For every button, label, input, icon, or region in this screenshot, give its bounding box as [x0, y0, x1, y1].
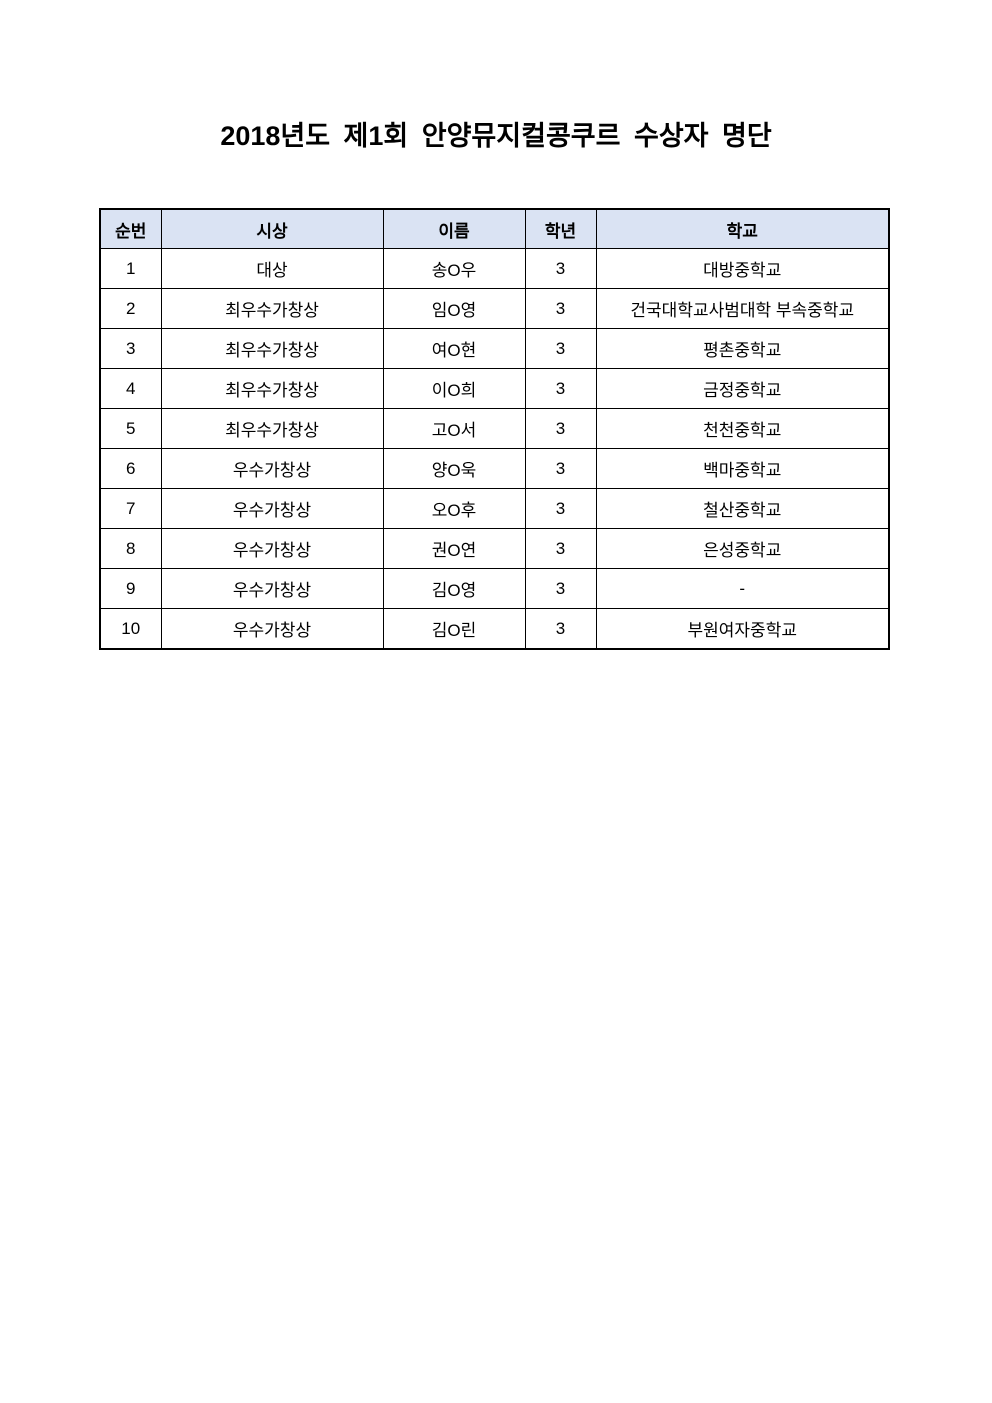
cell-name: 권O연	[382, 528, 526, 569]
cell-school: 철산중학교	[595, 488, 890, 529]
header-number: 순번	[99, 208, 162, 249]
cell-school: 부원여자중학교	[595, 608, 890, 650]
table-row: 8 우수가창상 권O연 3 은성중학교	[99, 528, 890, 569]
cell-award: 우수가창상	[160, 608, 384, 650]
table-row: 6 우수가창상 양O욱 3 백마중학교	[99, 448, 890, 489]
cell-name: 고O서	[382, 408, 526, 449]
cell-award: 최우수가창상	[160, 368, 384, 409]
cell-school: 은성중학교	[595, 528, 890, 569]
table-row: 4 최우수가창상 이O희 3 금정중학교	[99, 368, 890, 409]
cell-grade: 3	[524, 368, 597, 409]
table-row: 1 대상 송O우 3 대방중학교	[99, 248, 890, 289]
cell-number: 3	[99, 328, 162, 369]
cell-award: 대상	[160, 248, 384, 289]
cell-grade: 3	[524, 408, 597, 449]
cell-number: 4	[99, 368, 162, 409]
cell-school: -	[595, 568, 890, 609]
cell-school: 건국대학교사범대학 부속중학교	[595, 288, 890, 329]
cell-school: 금정중학교	[595, 368, 890, 409]
table-row: 3 최우수가창상 여O현 3 평촌중학교	[99, 328, 890, 369]
cell-number: 10	[99, 608, 162, 650]
header-award: 시상	[160, 208, 384, 249]
cell-award: 우수가창상	[160, 528, 384, 569]
cell-number: 8	[99, 528, 162, 569]
cell-award: 최우수가창상	[160, 328, 384, 369]
cell-grade: 3	[524, 608, 597, 650]
cell-award: 우수가창상	[160, 488, 384, 529]
table-row: 2 최우수가창상 임O영 3 건국대학교사범대학 부속중학교	[99, 288, 890, 329]
cell-school: 백마중학교	[595, 448, 890, 489]
cell-name: 김O린	[382, 608, 526, 650]
cell-grade: 3	[524, 488, 597, 529]
cell-award: 우수가창상	[160, 448, 384, 489]
cell-number: 9	[99, 568, 162, 609]
cell-number: 5	[99, 408, 162, 449]
cell-grade: 3	[524, 568, 597, 609]
cell-name: 이O희	[382, 368, 526, 409]
cell-grade: 3	[524, 528, 597, 569]
cell-school: 천천중학교	[595, 408, 890, 449]
table-row: 5 최우수가창상 고O서 3 천천중학교	[99, 408, 890, 449]
table-row: 7 우수가창상 오O후 3 철산중학교	[99, 488, 890, 529]
table-header-row: 순번 시상 이름 학년 학교	[99, 208, 890, 249]
page-title: 2018년도 제1회 안양뮤지컬콩쿠르 수상자 명단	[220, 121, 772, 151]
cell-grade: 3	[524, 288, 597, 329]
cell-school: 대방중학교	[595, 248, 890, 289]
cell-name: 양O욱	[382, 448, 526, 489]
cell-number: 2	[99, 288, 162, 329]
table-body: 1 대상 송O우 3 대방중학교 2 최우수가창상 임O영 3 건국대학교사범대학 부속중학교 3 최…	[99, 248, 890, 650]
header-school: 학교	[595, 208, 890, 249]
cell-name: 오O후	[382, 488, 526, 529]
cell-name: 송O우	[382, 248, 526, 289]
header-name: 이름	[382, 208, 526, 249]
cell-grade: 3	[524, 328, 597, 369]
cell-number: 1	[99, 248, 162, 289]
cell-number: 6	[99, 448, 162, 489]
cell-name: 김O영	[382, 568, 526, 609]
cell-grade: 3	[524, 448, 597, 489]
cell-school: 평촌중학교	[595, 328, 890, 369]
cell-grade: 3	[524, 248, 597, 289]
cell-award: 최우수가창상	[160, 408, 384, 449]
header-grade: 학년	[524, 208, 597, 249]
table-row: 10 우수가창상 김O린 3 부원여자중학교	[99, 608, 890, 650]
table-row: 9 우수가창상 김O영 3-	[99, 568, 890, 609]
cell-name: 여O현	[382, 328, 526, 369]
cell-award: 최우수가창상	[160, 288, 384, 329]
awardees-table: 순번 시상 이름 학년 학교 1 대상 송O우 3 대방중학교 2 최우수가창상 임O영 3 건국…	[99, 208, 890, 650]
cell-number: 7	[99, 488, 162, 529]
cell-name: 임O영	[382, 288, 526, 329]
cell-award: 우수가창상	[160, 568, 384, 609]
